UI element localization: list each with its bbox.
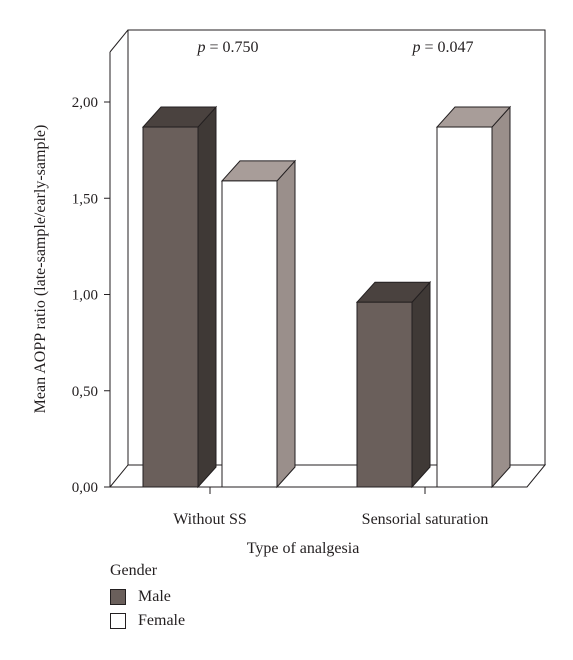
bar-side-face xyxy=(276,159,296,489)
bar-male-2 xyxy=(355,280,432,489)
y-axis-title: Mean AOPP ratio (late-sample/early-sampl… xyxy=(32,125,49,414)
back-wall xyxy=(110,30,545,487)
bars xyxy=(141,105,512,489)
legend: Gender Male Female xyxy=(110,562,185,633)
bar-front-face xyxy=(142,126,199,488)
legend-label-male: Male xyxy=(138,588,171,605)
bar-front-face xyxy=(356,301,413,488)
p-value-annotation: p = 0.750 xyxy=(196,39,258,56)
y-tick-label: 0,50 xyxy=(72,384,98,400)
p-value-annotation: p = 0.047 xyxy=(411,39,473,56)
side-edge-top xyxy=(109,29,129,53)
y-tick-label: 1,50 xyxy=(72,191,98,207)
annotations: p = 0.750 p = 0.047 xyxy=(196,39,473,56)
bar-female-2 xyxy=(435,105,512,489)
legend-swatch-female xyxy=(110,613,126,629)
bar-side-face xyxy=(197,105,217,489)
bar-front-face xyxy=(436,126,493,488)
bar-male-1 xyxy=(141,105,218,489)
bar-side-face xyxy=(491,105,511,489)
x-axis-ticks: Without SS Sensorial saturation xyxy=(173,487,488,528)
x-tick-label: Sensorial saturation xyxy=(362,511,489,528)
y-tick-label: 0,00 xyxy=(72,480,98,496)
back-wall-outline xyxy=(127,29,546,465)
y-axis-ticks: 0,00 0,50 1,00 1,50 2,00 xyxy=(72,95,110,496)
legend-swatch-male xyxy=(110,589,126,605)
bar-female-1 xyxy=(220,159,297,489)
legend-label-female: Female xyxy=(138,612,186,629)
legend-title: Gender xyxy=(110,562,158,579)
bar-side-face xyxy=(411,280,431,489)
legend-item-female: Female xyxy=(110,609,185,633)
legend-item-male: Male xyxy=(110,585,185,609)
x-axis-title: Type of analgesia xyxy=(247,540,360,557)
bar-front-face xyxy=(221,180,278,488)
y-tick-label: 2,00 xyxy=(72,95,98,111)
y-tick-label: 1,00 xyxy=(72,288,98,304)
x-tick-label: Without SS xyxy=(173,511,247,528)
